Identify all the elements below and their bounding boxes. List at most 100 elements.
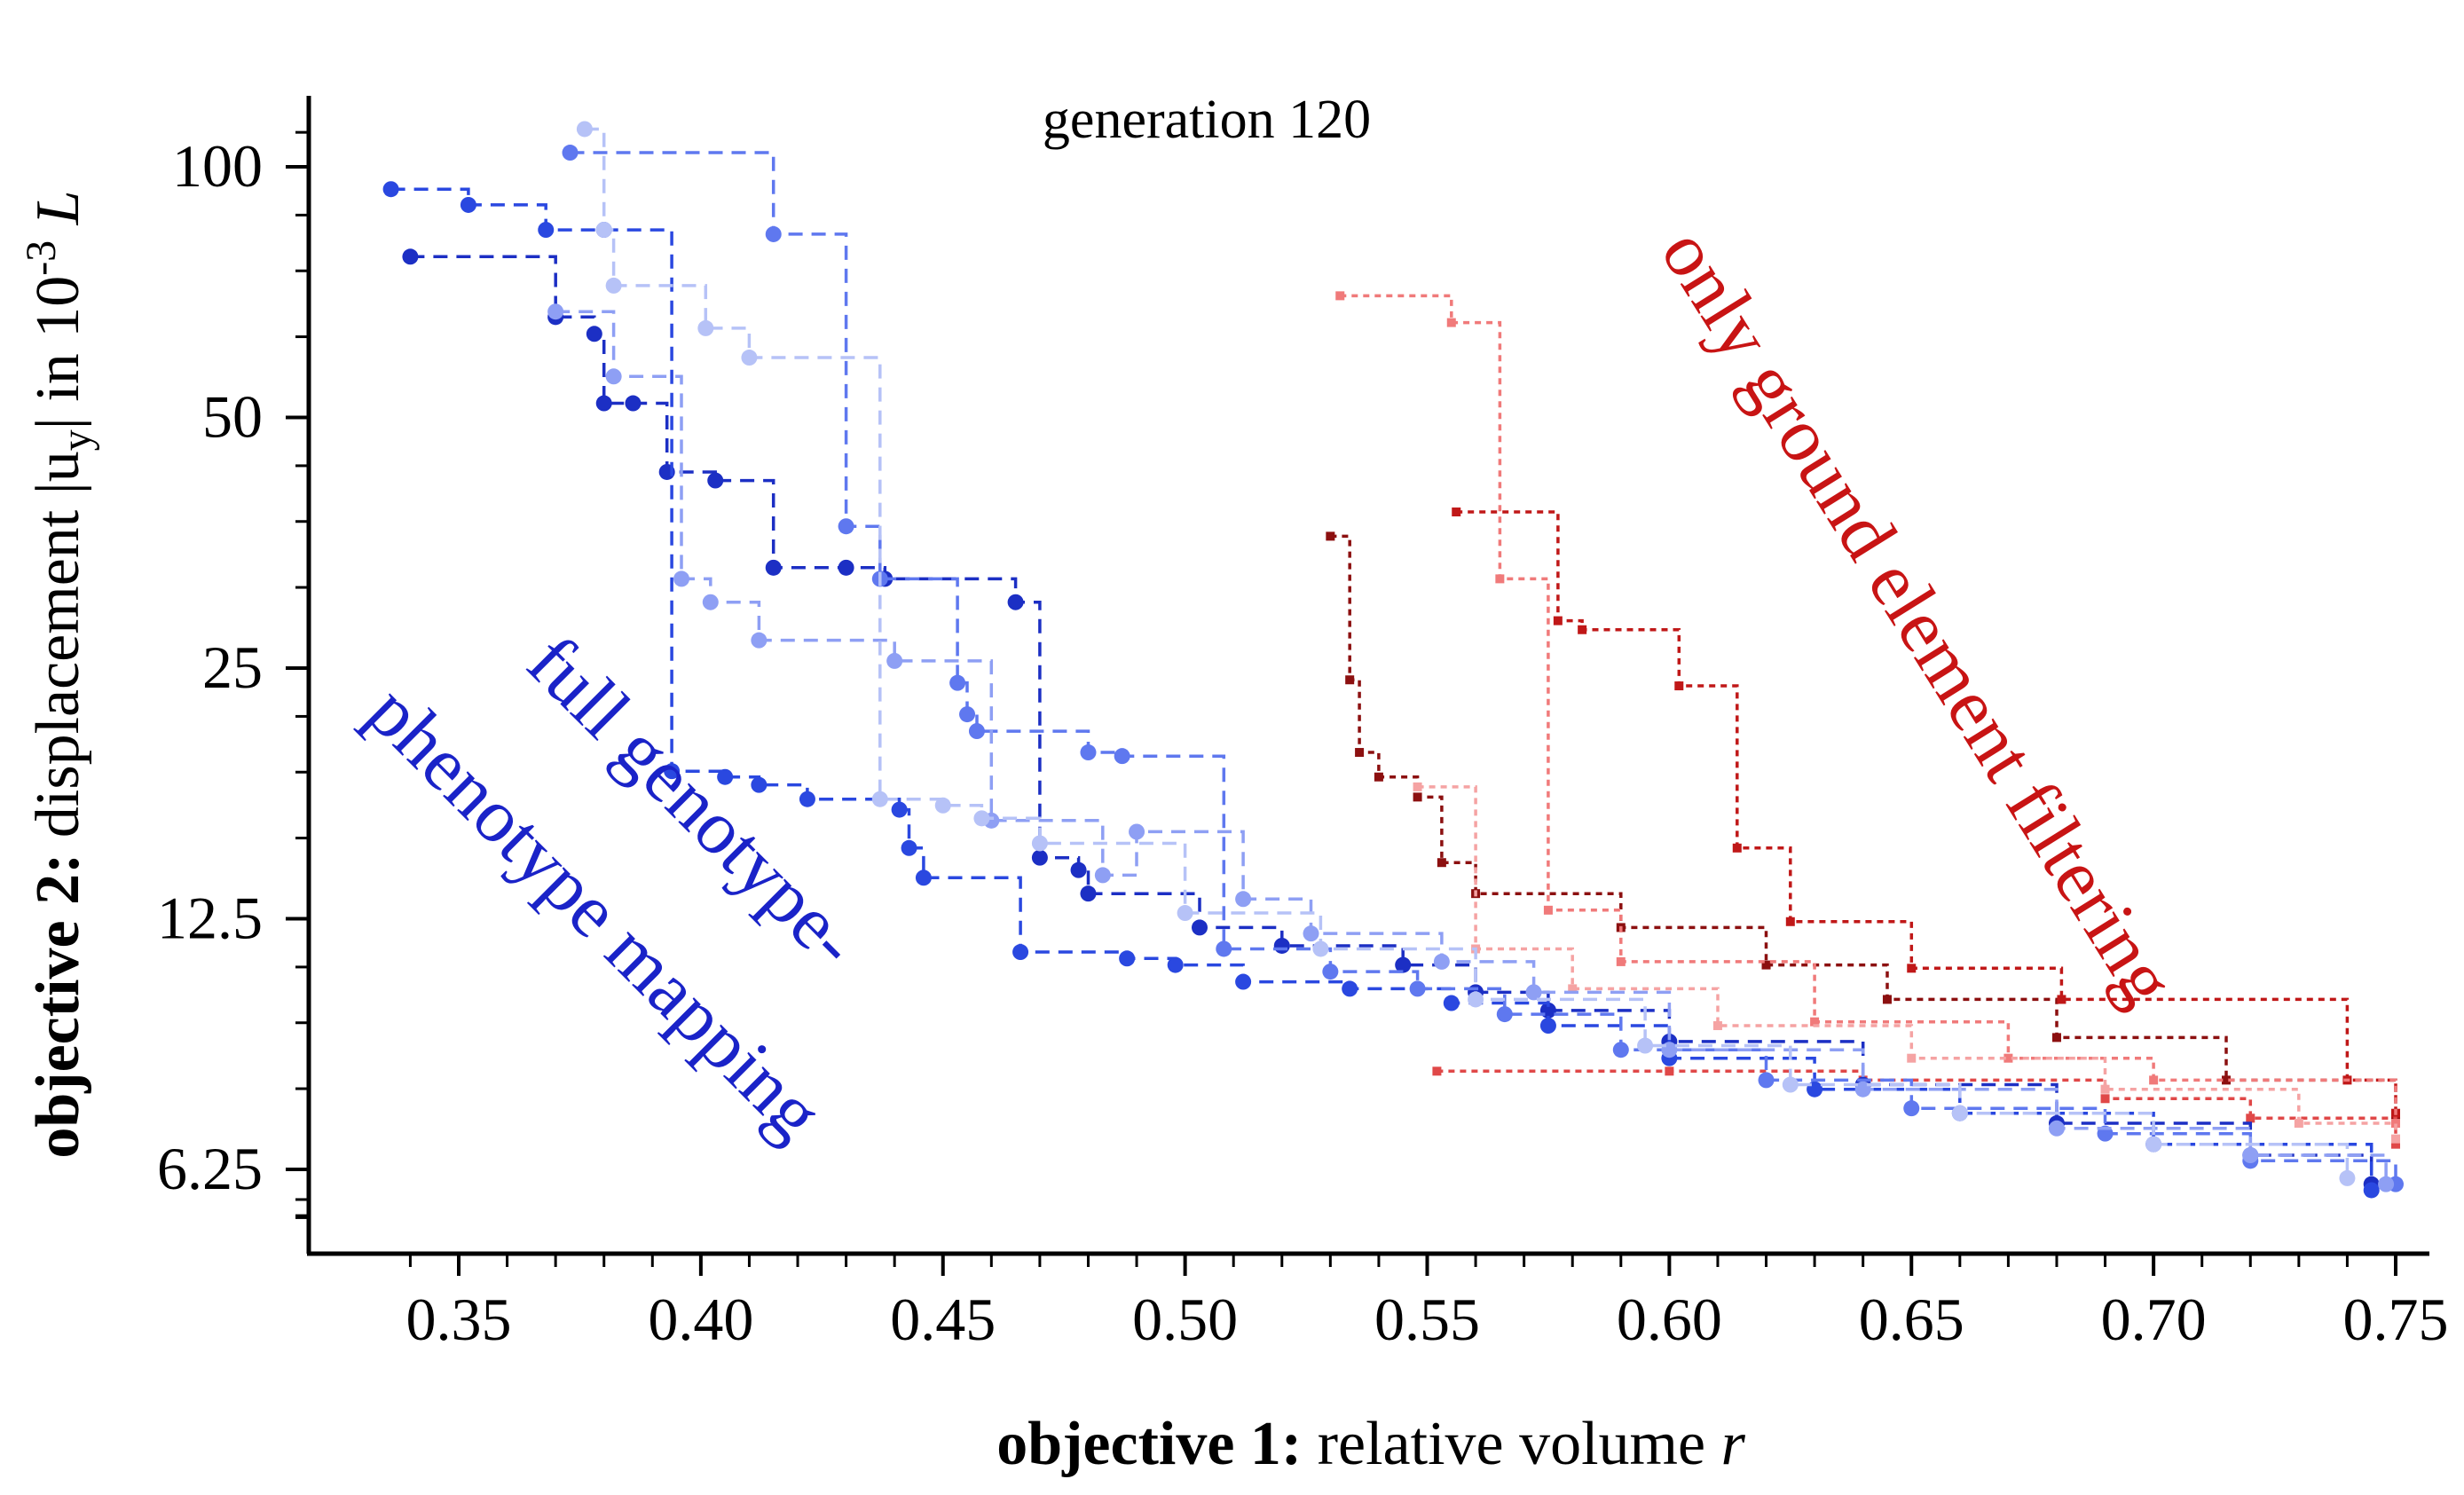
y-tick-label: 50 [202,383,263,451]
data-point [1443,995,1460,1011]
data-point [1335,291,1345,301]
data-point [1114,748,1130,765]
x-tick-label: 0.35 [406,1286,512,1353]
y-axis-title-text: displacement |u [24,451,92,853]
chart-title: generation 120 [1043,90,1371,150]
data-point [2145,1136,2162,1153]
data-point [1810,1017,1820,1027]
data-point [2057,995,2066,1004]
data-point [1543,905,1553,915]
data-point [402,248,419,265]
y-tick-label: 12.5 [157,885,263,952]
y-axis-title: objective 2: displacement |uy| in 10-3 L [18,190,100,1158]
data-point [915,869,932,886]
data-point [595,222,612,239]
x-tick-label: 0.55 [1374,1286,1480,1353]
data-point [625,395,642,412]
data-point [1578,625,1587,634]
data-point [1191,919,1208,936]
data-point [605,277,622,294]
data-point [1452,508,1461,517]
data-point [1326,531,1335,541]
data-point [1712,1021,1722,1031]
data-point [2100,1084,2110,1094]
data-point [2048,1120,2065,1137]
data-point [1094,867,1111,884]
data-point [2100,1094,2110,1104]
data-point [707,472,724,489]
y-axis-title-sub: y [53,429,100,451]
data-point [2363,1182,2380,1199]
data-point [1312,940,1329,957]
series-line [584,127,2350,1178]
data-point [2221,1075,2231,1085]
data-point [934,797,951,814]
data-point [1235,891,1252,908]
data-point [2294,1119,2303,1129]
data-point [1637,1037,1654,1054]
y-axis-title-sup: -3 [18,240,65,276]
data-point [751,632,768,649]
x-tick-label: 0.45 [890,1286,996,1353]
data-point [1080,744,1097,761]
data-point [1732,843,1742,853]
data-point [901,839,917,856]
data-point [547,303,564,320]
data-point [2391,1134,2400,1144]
y-tick-label: 25 [202,633,263,701]
data-point [1409,980,1426,997]
data-point [1433,953,1450,970]
series-line [555,310,2388,1184]
data-point [1031,849,1048,866]
data-point [751,776,768,793]
series-ground-filtering-run-4 [1335,291,2400,1129]
data-point [2378,1176,2395,1192]
data-point [1903,1100,1920,1117]
data-point [1080,885,1097,902]
x-tick-label: 0.70 [2101,1286,2207,1353]
data-point [1012,944,1029,961]
data-point [838,559,854,576]
data-point [1129,823,1145,840]
data-point [702,594,719,610]
data-point [1070,862,1087,878]
x-tick-label: 0.75 [2343,1286,2449,1353]
series-full-mapping-run-3 [562,145,2404,1192]
data-point [1674,681,1684,691]
data-point [562,145,579,161]
data-point [1374,772,1383,782]
data-point [1785,917,1795,926]
data-point [891,801,908,818]
data-point [1345,675,1355,685]
data-point [1568,984,1578,994]
data-point [1273,937,1290,954]
data-point [2149,1075,2159,1085]
data-point [959,706,976,723]
data-point [2051,1033,2061,1043]
data-point [1322,964,1339,980]
data-point [1395,956,1412,973]
data-point [1495,574,1505,584]
data-point [1303,925,1319,942]
data-point [1907,964,1917,973]
series-line [1417,785,2397,1139]
data-point [1496,1006,1513,1023]
data-point [595,395,612,412]
tick-layer: 0.35 0.40 0.45 0.50 0.55 0.60 0.65 0.70 0.75 6.25… [157,130,2449,1353]
data-point [1437,858,1446,868]
y-axis-title-var: L [24,190,92,225]
data-point [717,768,734,785]
data-point [1616,956,1626,966]
data-point [1031,835,1048,852]
data-point [741,350,758,366]
data-point [1758,1072,1775,1089]
data-point [1468,991,1484,1008]
series-layer [382,121,2404,1199]
data-point [1446,318,1456,327]
data-point [765,559,782,576]
data-point [1882,995,1892,1004]
data-point [799,791,815,807]
data-point [1951,1105,1968,1121]
data-point [2003,1053,2013,1063]
data-point [2339,1169,2356,1186]
